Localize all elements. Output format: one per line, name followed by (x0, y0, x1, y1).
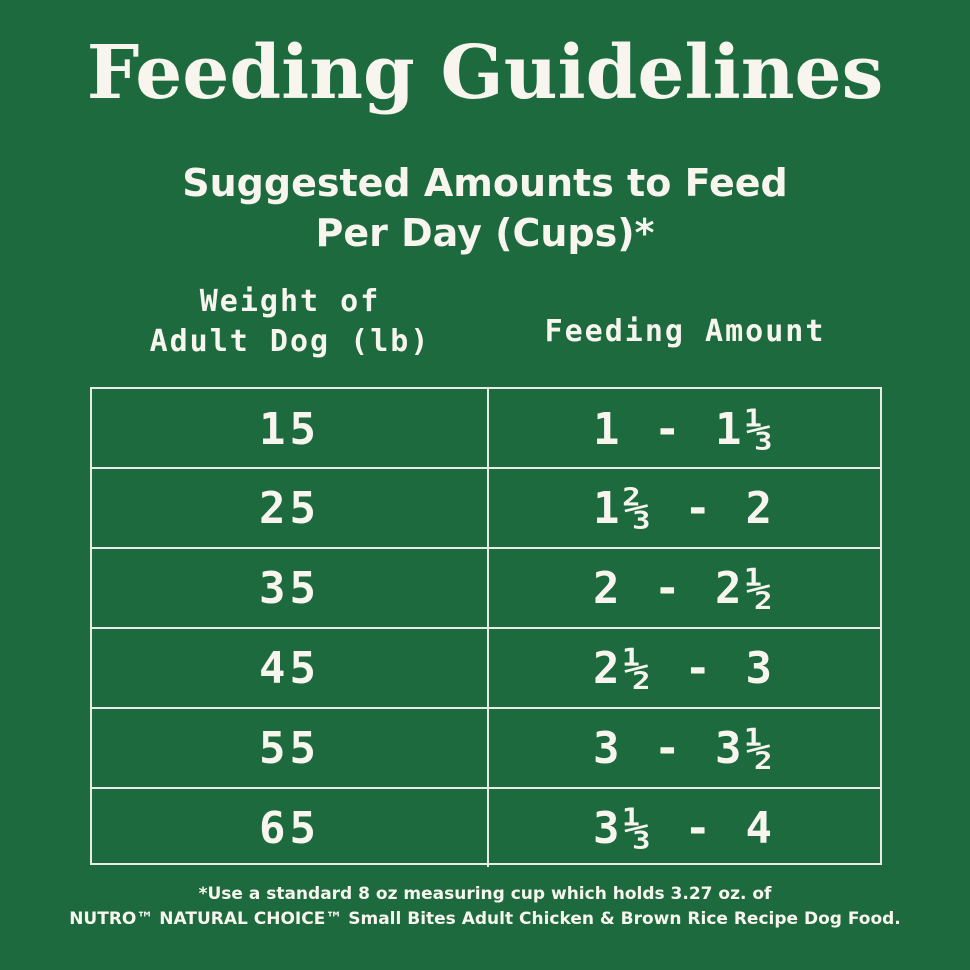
table-row: 65 3⅓ - 4 (92, 787, 880, 867)
weight-cell: 65 (92, 789, 489, 867)
amount-cell: 3⅓ - 4 (593, 802, 776, 854)
amount-cell: 2 - 2½ (593, 562, 776, 614)
table-row: 55 3 - 3½ (92, 707, 880, 787)
column-header-weight-line-1: Weight of (199, 284, 381, 319)
subtitle-line-2: Per Day (Cups)* (315, 211, 655, 255)
footnote-line-1: *Use a standard 8 oz measuring cup which… (198, 884, 772, 904)
weight-cell: 55 (92, 709, 489, 787)
weight-cell: 45 (92, 629, 489, 707)
page-title: Feeding Guidelines (86, 30, 884, 116)
column-header-amount: Feeding Amount (544, 314, 826, 349)
feeding-table: 15 1 - 1⅓ 25 1⅔ - 2 35 2 - 2½ 45 2½ - 3 … (90, 387, 882, 867)
subtitle-line-1: Suggested Amounts to Feed (182, 161, 788, 205)
footnote: *Use a standard 8 oz measuring cup which… (0, 882, 970, 932)
subtitle: Suggested Amounts to Feed Per Day (Cups)… (0, 158, 970, 258)
amount-cell: 1 - 1⅓ (593, 403, 776, 455)
amount-cell: 3 - 3½ (593, 722, 776, 774)
amount-cell: 2½ - 3 (593, 642, 776, 694)
table-row: 35 2 - 2½ (92, 547, 880, 627)
weight-cell: 35 (92, 549, 489, 627)
weight-cell: 15 (92, 389, 489, 469)
column-header-weight: Weight of Adult Dog (lb) (130, 282, 450, 362)
table-row: 15 1 - 1⅓ (92, 389, 880, 469)
table-row: 45 2½ - 3 (92, 627, 880, 707)
footnote-line-2: NUTRO™ NATURAL CHOICE™ Small Bites Adult… (69, 909, 901, 929)
column-header-weight-line-2: Adult Dog (lb) (149, 324, 431, 359)
table-row: 25 1⅔ - 2 (92, 467, 880, 547)
weight-cell: 25 (92, 469, 489, 547)
amount-cell: 1⅔ - 2 (593, 482, 776, 534)
